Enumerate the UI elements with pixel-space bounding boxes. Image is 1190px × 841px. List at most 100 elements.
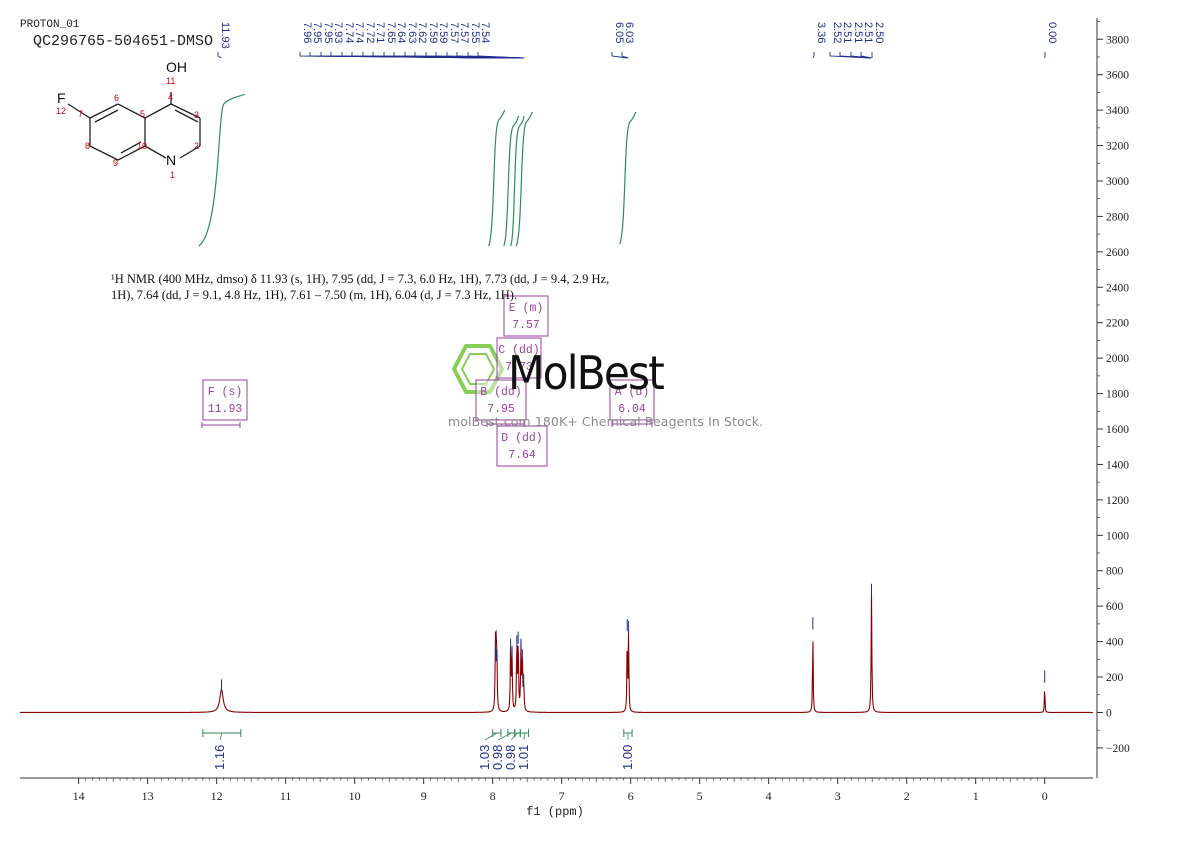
- peak-label: 7.74: [343, 22, 355, 43]
- integral-leader: [484, 732, 498, 741]
- integral-leader: [497, 732, 512, 741]
- peak-label: 6.03: [623, 22, 635, 43]
- peak-label-leader: [850, 52, 872, 59]
- atom-number-10: 10: [137, 141, 147, 151]
- integral-value: 1.01: [516, 745, 531, 770]
- peak-label: 2.52: [831, 22, 843, 43]
- peak-label: 7.95: [322, 22, 334, 43]
- atom-number-11: 11: [166, 76, 175, 86]
- atom-number-7: 7: [78, 109, 83, 119]
- integral-curve: [515, 111, 534, 247]
- peak-label: 7.62: [416, 22, 428, 43]
- integral-value: 1.03: [477, 745, 492, 770]
- x-tick-label: 8: [490, 789, 496, 803]
- peak-label: 7.63: [406, 22, 418, 43]
- atom-number-3: 3: [194, 110, 199, 120]
- y-tick-label: 3200: [1106, 141, 1129, 153]
- peak-label-leader: [611, 52, 628, 59]
- y-tick-label: 2600: [1106, 247, 1129, 259]
- multiplet-box: [202, 379, 248, 421]
- peak-label-leader: [477, 52, 525, 59]
- peak-label: 7.54: [479, 22, 491, 43]
- peak-label: 7.65: [385, 22, 397, 43]
- sample-id: QC296765-504651-DMSO: [33, 33, 214, 50]
- y-tick-label: 800: [1106, 566, 1124, 578]
- y-tick-label: 1200: [1106, 495, 1129, 507]
- y-tick-label: 2800: [1106, 211, 1129, 223]
- integral-value: 1.00: [620, 745, 635, 770]
- x-axis-label: f1 (ppm): [526, 805, 584, 819]
- multiplet-shift: 7.64: [508, 449, 536, 462]
- peak-label: 7.57: [458, 22, 470, 43]
- multiplet-label: A (d): [615, 386, 650, 399]
- peak-label-leader: [621, 52, 629, 59]
- multiplet-shift: 7.57: [512, 319, 540, 332]
- atom-number-5: 5: [140, 109, 145, 119]
- y-tick-label: 2000: [1106, 353, 1129, 365]
- x-tick-label: 3: [835, 789, 841, 803]
- y-tick-label: 1600: [1106, 424, 1129, 436]
- multiplet-box: [496, 337, 542, 379]
- nmr-summary: ¹H NMR (400 MHz, dmso) δ 11.93 (s, 1H), …: [111, 271, 671, 303]
- peak-label: 2.51: [862, 22, 874, 43]
- watermark-logo-icon: [451, 344, 505, 394]
- x-tick-label: 1: [973, 789, 979, 803]
- y-tick-label: 2200: [1106, 318, 1129, 330]
- integral-value: 1.16: [212, 745, 227, 770]
- peak-label: 7.59: [437, 22, 449, 43]
- nmr-summary-line-1: ¹H NMR (400 MHz, dmso) δ 11.93 (s, 1H), …: [111, 272, 610, 286]
- x-tick-label: 2: [904, 789, 910, 803]
- peak-label-leader: [860, 52, 872, 59]
- peak-label: 6.05: [613, 22, 625, 43]
- molecule-structure: [67, 92, 201, 161]
- peak-label: 7.64: [395, 22, 407, 43]
- peak-label: 7.74: [353, 22, 365, 43]
- y-tick-label: 3600: [1106, 70, 1129, 82]
- multiplet-label: F (s): [208, 386, 243, 399]
- multiplet-box: [496, 425, 548, 467]
- spectrum-trace: [20, 593, 1093, 714]
- multiplet-box: [609, 379, 655, 421]
- watermark-tagline: molBest.com 180K+ Chemical Reagents In S…: [448, 414, 764, 429]
- y-tick-label: 400: [1106, 637, 1124, 649]
- watermark-brand: MolBest: [508, 346, 665, 400]
- atom-number-8: 8: [85, 141, 90, 151]
- atom-number-12: 12: [56, 106, 66, 116]
- integral-curve: [619, 111, 637, 245]
- x-tick-label: 5: [697, 789, 703, 803]
- atom-number-1: 1: [170, 170, 175, 180]
- multiplet-shift: 7.95: [487, 403, 515, 416]
- y-tick-label: 2400: [1106, 282, 1129, 294]
- multiplet-label: D (dd): [501, 432, 542, 445]
- atom-number-9: 9: [113, 158, 118, 168]
- peak-label: 0.00: [1046, 22, 1058, 43]
- integral-curve: [488, 109, 506, 247]
- y-tick-label: 3800: [1106, 34, 1129, 46]
- integral-curve: [510, 115, 525, 247]
- x-tick-label: 13: [142, 789, 154, 803]
- multiplet-box: [475, 379, 527, 421]
- peak-label-leader: [217, 52, 222, 59]
- peak-label: 11.93: [219, 22, 231, 49]
- x-tick-label: 4: [766, 789, 772, 803]
- y-tick-label: 0: [1106, 707, 1112, 719]
- peak-label: 7.57: [448, 22, 460, 43]
- multiplet-shift: 7.73: [505, 361, 533, 374]
- atom-oh: OH: [166, 59, 187, 75]
- x-tick-label: 14: [73, 789, 85, 803]
- peak-label: 7.55: [469, 22, 481, 43]
- peak-label: 7.96: [301, 22, 313, 43]
- multiplet-label: C (dd): [498, 344, 539, 357]
- multiplet-shift: 11.93: [208, 403, 243, 416]
- atom-f: F: [57, 90, 66, 106]
- peak-label-leader: [812, 52, 815, 59]
- integral-leader: [510, 732, 518, 741]
- atom-number-4: 4: [168, 92, 173, 102]
- peak-label: 7.95: [311, 22, 323, 43]
- multiplet-box: [503, 295, 549, 337]
- multiplet-label: B (dd): [480, 386, 521, 399]
- integral-curve: [198, 93, 246, 247]
- peak-label: 7.72: [364, 22, 376, 43]
- atom-number-6: 6: [114, 93, 119, 103]
